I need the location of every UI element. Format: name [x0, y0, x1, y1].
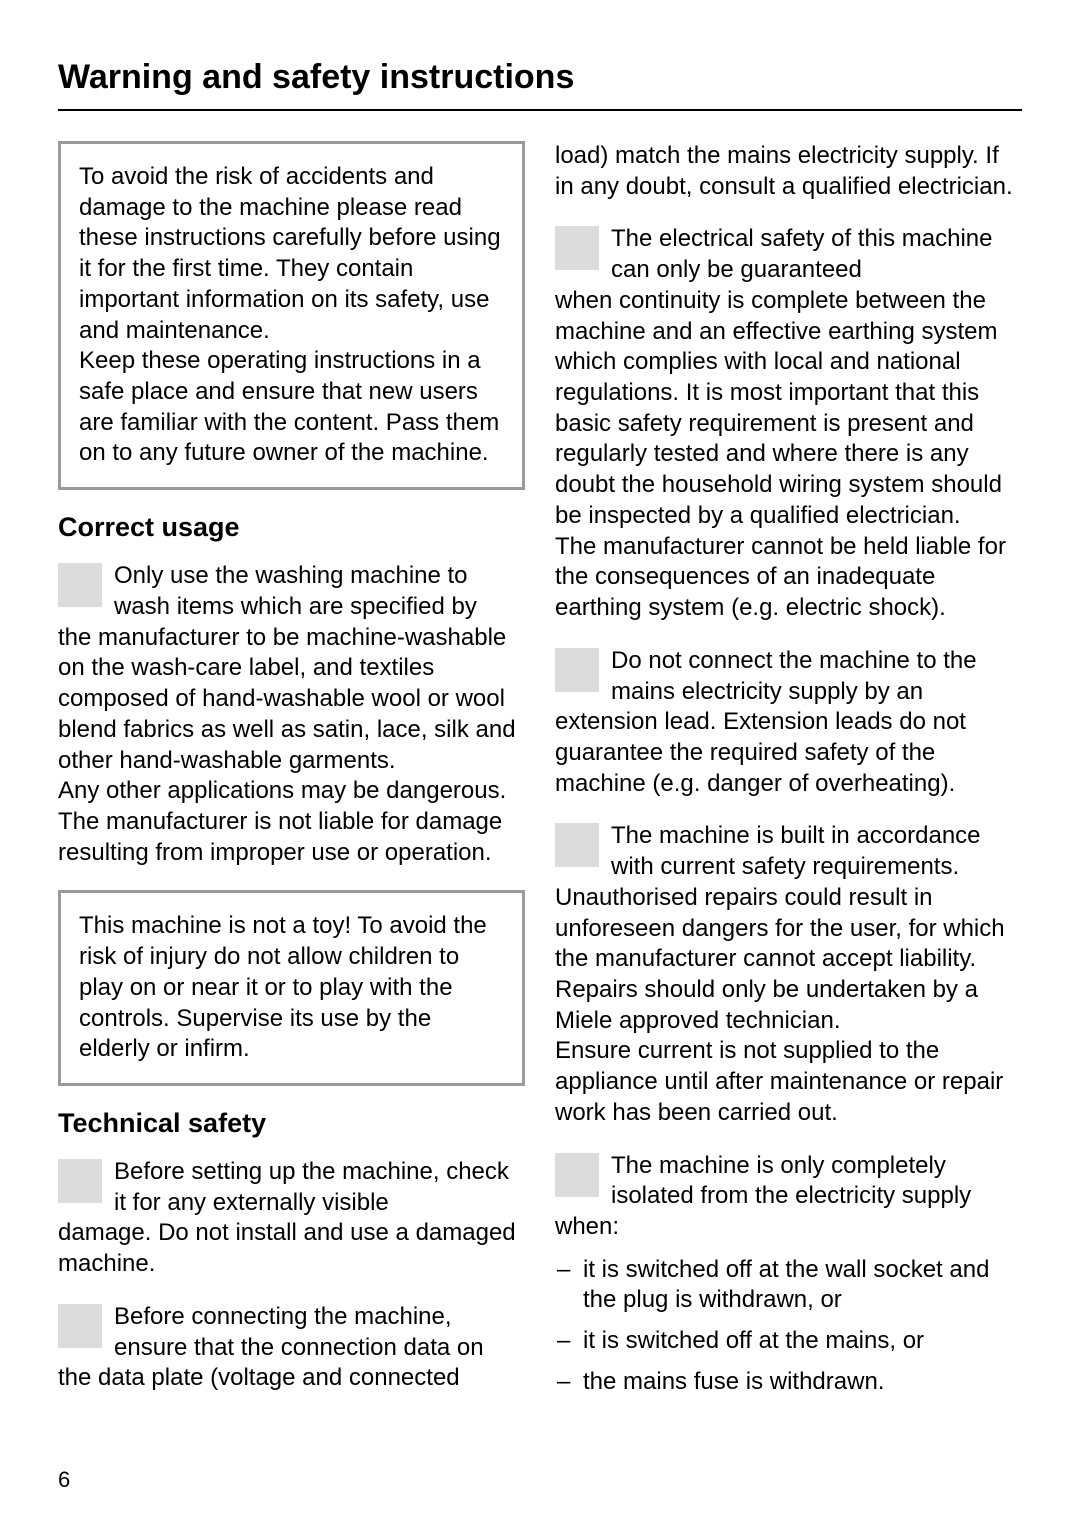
bullet-square-icon — [58, 1304, 102, 1348]
bullet-square-icon — [58, 1159, 102, 1203]
tech-bullet-2-text: Before connecting the machine, ensure th… — [114, 1302, 525, 1363]
right-top-paragraph: load) match the mains electricity supply… — [555, 141, 1022, 202]
dash-icon: – — [557, 1367, 575, 1398]
extension-lead-bullet-text: Do not connect the machine to the mains … — [611, 646, 1022, 707]
extension-lead-continuation: extension lead. Extension leads do not g… — [555, 707, 1022, 799]
two-column-layout: To avoid the risk of accidents and damag… — [58, 141, 1022, 1408]
dash-item-2-text: it is switched off at the mains, or — [583, 1326, 924, 1357]
tech-continuation-2: the data plate (voltage and connected — [58, 1363, 525, 1394]
isolation-continuation: when: — [555, 1212, 1022, 1243]
tech-bullet-1-text: Before setting up the machine, check it … — [114, 1157, 525, 1218]
dash-icon: – — [557, 1255, 575, 1316]
repair-continuation: Unauthorised repairs could result in unf… — [555, 883, 1022, 1129]
bullet-square-icon — [58, 563, 102, 607]
electrical-safety-bullet-text: The electrical safety of this machine ca… — [611, 224, 1022, 285]
electrical-safety-bullet: The electrical safety of this machine ca… — [555, 224, 1022, 285]
extension-lead-bullet: Do not connect the machine to the mains … — [555, 646, 1022, 707]
dash-item-3: –the mains fuse is withdrawn. — [555, 1367, 1022, 1398]
electrical-safety-continuation: when continuity is complete between the … — [555, 286, 1022, 624]
dash-item-1: –it is switched off at the wall socket a… — [555, 1255, 1022, 1316]
isolation-dash-list: –it is switched off at the wall socket a… — [555, 1255, 1022, 1398]
title-rule — [58, 109, 1022, 111]
usage-bullet: Only use the washing machine to wash ite… — [58, 561, 525, 622]
right-column: load) match the mains electricity supply… — [555, 141, 1022, 1408]
page-number: 6 — [58, 1467, 70, 1493]
bullet-square-icon — [555, 226, 599, 270]
isolation-bullet-text: The machine is only completely isolated … — [611, 1151, 1022, 1212]
bullet-square-icon — [555, 648, 599, 692]
left-column: To avoid the risk of accidents and damag… — [58, 141, 525, 1408]
isolation-bullet: The machine is only completely isolated … — [555, 1151, 1022, 1212]
usage-bullet-text: Only use the washing machine to wash ite… — [114, 561, 525, 622]
tech-bullet-1: Before setting up the machine, check it … — [58, 1157, 525, 1218]
dash-item-1-text: it is switched off at the wall socket an… — [583, 1255, 1022, 1316]
repair-bullet: The machine is built in accordance with … — [555, 821, 1022, 882]
tech-bullet-2: Before connecting the machine, ensure th… — [58, 1302, 525, 1363]
bullet-square-icon — [555, 1153, 599, 1197]
page-title: Warning and safety instructions — [58, 58, 1022, 97]
technical-safety-heading: Technical safety — [58, 1108, 525, 1139]
dash-item-2: –it is switched off at the mains, or — [555, 1326, 1022, 1357]
toy-warning-box: This machine is not a toy! To avoid the … — [58, 890, 525, 1086]
dash-icon: – — [557, 1326, 575, 1357]
bullet-square-icon — [555, 823, 599, 867]
correct-usage-heading: Correct usage — [58, 512, 525, 543]
intro-warning-box: To avoid the risk of accidents and damag… — [58, 141, 525, 490]
repair-bullet-text: The machine is built in accordance with … — [611, 821, 1022, 882]
usage-continuation: the manufacturer to be machine-washable … — [58, 623, 525, 869]
tech-continuation-1: damage. Do not install and use a damaged… — [58, 1218, 525, 1279]
dash-item-3-text: the mains fuse is withdrawn. — [583, 1367, 884, 1398]
